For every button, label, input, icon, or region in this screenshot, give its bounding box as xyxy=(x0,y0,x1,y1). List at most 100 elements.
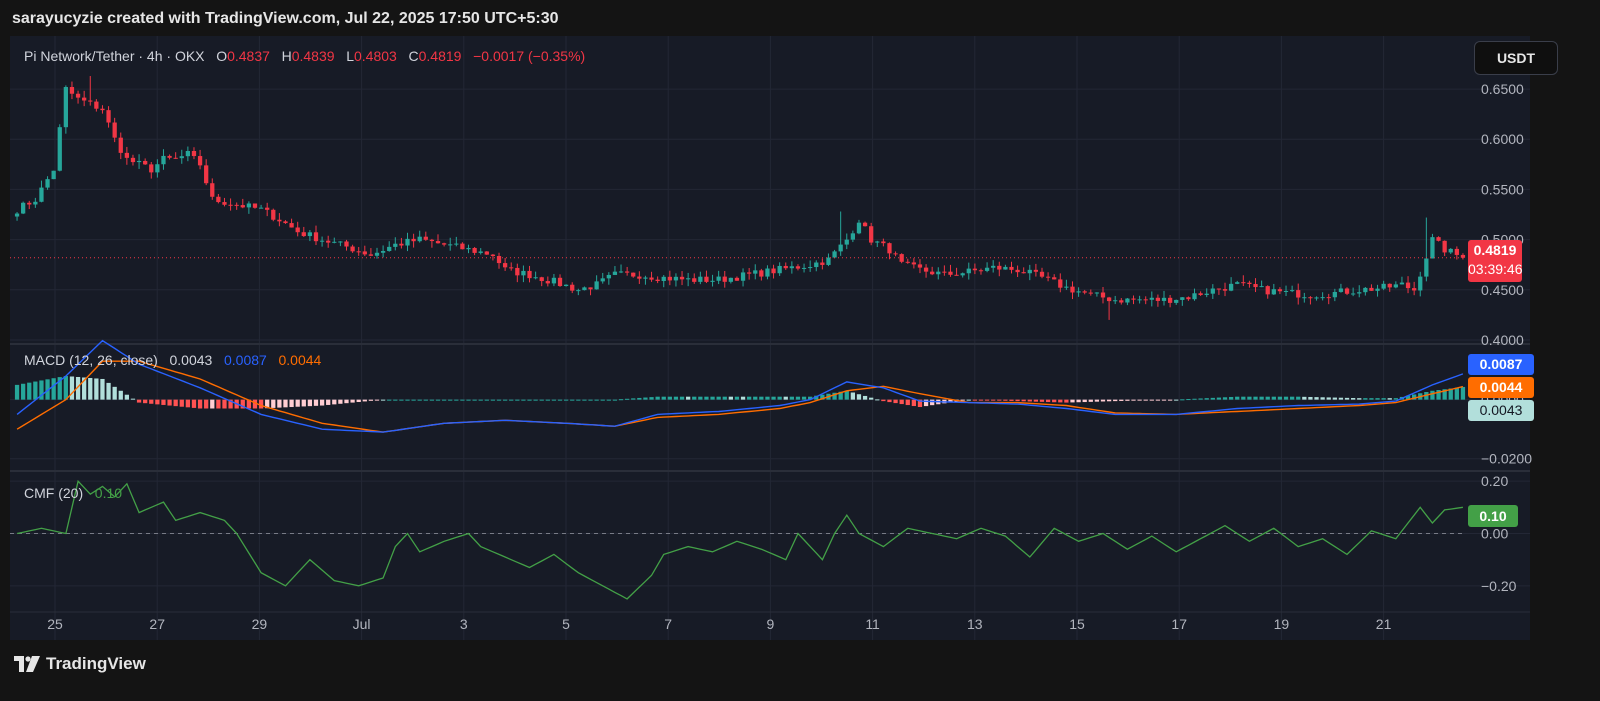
candle xyxy=(1180,297,1185,306)
candle-body xyxy=(1277,289,1283,292)
candle xyxy=(1100,287,1106,304)
candle-body xyxy=(728,277,733,282)
macd-histogram-bar xyxy=(344,399,349,404)
candle xyxy=(14,212,20,221)
candle xyxy=(1436,236,1441,242)
candle-body xyxy=(673,276,679,281)
candle xyxy=(545,276,550,287)
candle-body xyxy=(1106,297,1112,302)
candle xyxy=(673,273,679,287)
macd-histogram-bar xyxy=(563,399,569,401)
macd-histogram-bar xyxy=(515,399,520,401)
macd-histogram-bar xyxy=(1436,390,1441,400)
currency-button[interactable]: USDT xyxy=(1474,41,1558,75)
candle-body xyxy=(997,265,1002,270)
candle xyxy=(69,81,75,100)
candle xyxy=(893,251,898,257)
candle-body xyxy=(960,273,965,276)
symbol-title[interactable]: Pi Network/Tether · 4h · OKX xyxy=(24,48,205,64)
macd-histogram-bar xyxy=(734,396,740,400)
candle-body xyxy=(1186,297,1191,300)
candle-body xyxy=(332,241,337,243)
candle xyxy=(252,203,258,209)
macd-histogram-bar xyxy=(521,399,526,401)
candle xyxy=(405,232,410,252)
macd-histogram-bar xyxy=(228,399,233,409)
macd-histogram-bar xyxy=(1064,399,1069,403)
candle xyxy=(1363,286,1368,296)
candle-body xyxy=(124,152,130,158)
macd-histogram-bar xyxy=(1027,399,1032,402)
candle-body xyxy=(1149,297,1154,300)
candle xyxy=(881,238,886,247)
candle xyxy=(771,264,776,279)
x-tick-label: 21 xyxy=(1376,616,1392,632)
candle-body xyxy=(930,271,935,275)
tradingview-logo[interactable]: TradingView xyxy=(14,654,146,674)
macd-histogram-bar xyxy=(271,399,276,408)
macd-histogram-bar xyxy=(899,399,904,405)
candle-body xyxy=(295,227,300,233)
macd-histogram-bar xyxy=(1332,397,1337,400)
candle-body xyxy=(1113,300,1118,302)
candle-body xyxy=(539,277,544,282)
candle xyxy=(686,272,691,287)
candle-body xyxy=(1448,248,1453,253)
candle-body xyxy=(814,262,819,268)
candle xyxy=(411,233,416,248)
candle-body xyxy=(1332,291,1337,298)
macd-histogram-bar xyxy=(814,395,819,400)
candle-body xyxy=(466,247,471,250)
candle xyxy=(612,266,618,276)
macd-histogram-bar xyxy=(1210,397,1215,400)
macd-histogram-bar xyxy=(1222,397,1228,400)
candle xyxy=(563,284,569,287)
candle-body xyxy=(1033,269,1039,272)
macd-series xyxy=(14,339,1466,433)
macd-histogram-bar xyxy=(1131,399,1136,401)
candle xyxy=(380,245,386,258)
candlestick-series xyxy=(10,76,1466,320)
macd-histogram-bar xyxy=(191,399,197,408)
candle-body xyxy=(454,243,459,245)
candle xyxy=(1314,296,1319,301)
candle-body xyxy=(136,160,142,163)
candle-body xyxy=(51,170,56,180)
close-label: C xyxy=(408,48,419,64)
candle xyxy=(143,158,148,165)
candle xyxy=(1253,278,1258,293)
cmf-legend-name[interactable]: CMF (20) xyxy=(24,485,84,501)
candle-body xyxy=(417,236,422,242)
candle-body xyxy=(161,155,166,165)
grid-layer xyxy=(10,36,1530,640)
candle-body xyxy=(338,241,343,243)
macd-histogram-bar xyxy=(570,399,575,401)
candle xyxy=(1125,298,1130,306)
macd-histogram-bar xyxy=(606,399,611,401)
macd-histogram-bar xyxy=(686,396,691,400)
candle-body xyxy=(747,272,752,274)
macd-histogram-bar xyxy=(1271,396,1276,400)
high-label: H xyxy=(281,48,292,64)
candle xyxy=(911,258,917,269)
candle xyxy=(460,242,465,250)
candle xyxy=(521,265,526,283)
candle xyxy=(1119,298,1124,305)
candle xyxy=(1228,277,1234,292)
candle xyxy=(1210,284,1215,299)
candle xyxy=(1430,233,1435,259)
candle-body xyxy=(63,87,68,128)
candle xyxy=(1052,274,1057,280)
macd-legend-name[interactable]: MACD (12, 26, close) xyxy=(24,352,158,368)
candle xyxy=(740,268,746,287)
candle xyxy=(661,275,666,288)
candle xyxy=(393,237,398,251)
candle-body xyxy=(576,290,581,292)
macd-histogram-bar xyxy=(698,396,703,400)
macd-histogram-bar xyxy=(673,396,679,400)
macd-histogram-bar xyxy=(265,399,270,409)
candle-body xyxy=(106,110,111,123)
macd-histogram-bar xyxy=(771,396,776,400)
candle xyxy=(289,218,294,228)
